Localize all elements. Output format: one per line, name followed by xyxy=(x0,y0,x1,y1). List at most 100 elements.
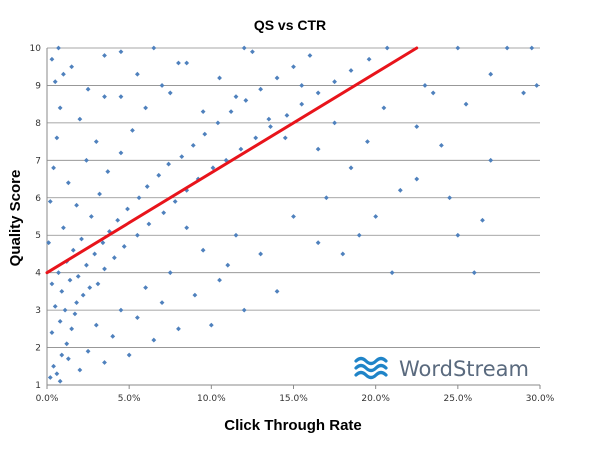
scatter-point xyxy=(274,75,280,81)
scatter-point xyxy=(284,113,290,118)
scatter-point xyxy=(455,232,461,238)
x-tick-label: 15.0% xyxy=(279,394,308,404)
scatter-point xyxy=(529,45,535,51)
scatter-point xyxy=(471,270,477,276)
scatter-point xyxy=(52,303,58,309)
scatter-point xyxy=(59,288,65,294)
scatter-point xyxy=(200,109,206,115)
tick-labels: 1 2 3 4 5 6 7 8 9 10 0.0% 5.0% 10.0% 15.0% 20.0% 25.0% 3… xyxy=(30,44,555,404)
scatter-point xyxy=(77,367,83,373)
scatter-point xyxy=(315,90,321,96)
scatter-point xyxy=(84,262,89,268)
scatter-point xyxy=(332,79,337,85)
scatter-point xyxy=(315,146,321,152)
scatter-point xyxy=(97,191,102,197)
scatter-point xyxy=(291,64,296,70)
scatter-point xyxy=(115,217,121,223)
scatter-point xyxy=(151,45,157,51)
scatter-point xyxy=(215,120,221,126)
scatter-point xyxy=(397,187,403,193)
scatter-point xyxy=(184,225,190,231)
scatter-point xyxy=(223,157,229,163)
scatter-point xyxy=(118,94,124,100)
scatter-point xyxy=(534,83,540,88)
scatter-point xyxy=(381,105,387,111)
scatter-point xyxy=(384,45,390,51)
scatter-point xyxy=(282,135,288,141)
x-tick-label: 25.0% xyxy=(444,394,473,404)
scatter-point xyxy=(143,285,148,291)
scatter-point xyxy=(488,157,494,163)
scatter-point xyxy=(59,352,65,358)
scatter-point xyxy=(47,375,53,380)
x-tick-label: 20.0% xyxy=(361,394,390,404)
scatter-point xyxy=(184,187,190,193)
scatter-point xyxy=(340,251,346,257)
wordstream-logo: WordStream xyxy=(354,356,529,381)
scatter-point xyxy=(200,247,206,253)
scatter-point xyxy=(291,214,296,219)
scatter-point xyxy=(143,105,148,111)
scatter-point xyxy=(118,49,124,55)
scatter-point xyxy=(250,49,255,55)
scatter-point xyxy=(268,124,273,130)
scatter-point xyxy=(80,292,86,298)
scatter-point xyxy=(299,101,305,107)
scatter-point xyxy=(366,56,372,62)
scatter-point xyxy=(184,60,190,66)
scatter-point xyxy=(233,94,239,100)
scatter-point xyxy=(238,146,244,152)
scatter-point xyxy=(88,214,94,219)
scatter-point xyxy=(228,109,234,115)
scatter-point xyxy=(100,240,106,246)
scatter-point xyxy=(57,318,63,324)
scatter-point xyxy=(274,288,280,294)
scatter-point xyxy=(258,251,264,257)
x-tick-label: 30.0% xyxy=(526,394,555,404)
scatter-point xyxy=(126,352,132,358)
scatter-point xyxy=(102,360,107,365)
scatter-point xyxy=(51,363,56,369)
scatter-point xyxy=(253,135,259,141)
scatter-point xyxy=(49,330,55,335)
scatter-point xyxy=(151,337,157,343)
scatter-point xyxy=(134,232,140,238)
scatter-point xyxy=(455,45,461,51)
scatter-point xyxy=(110,333,116,339)
scatter-point xyxy=(49,56,55,62)
scatter-points xyxy=(46,45,540,384)
y-tick-label: 6 xyxy=(35,194,41,204)
scatter-point xyxy=(57,378,63,384)
scatter-point xyxy=(323,195,329,201)
scatter-point xyxy=(299,83,305,88)
scatter-point xyxy=(54,371,60,377)
scatter-point xyxy=(307,53,313,58)
y-tick-label: 10 xyxy=(30,44,42,54)
scatter-point xyxy=(166,161,172,167)
scatter-point xyxy=(79,236,84,242)
scatter-point xyxy=(266,116,272,122)
scatter-point xyxy=(105,169,111,174)
scatter-point xyxy=(430,90,436,96)
scatter-point xyxy=(217,75,222,81)
scatter-point xyxy=(172,199,178,204)
scatter-point xyxy=(49,281,55,287)
scatter-point xyxy=(233,232,239,238)
scatter-point xyxy=(75,274,81,279)
scatter-point xyxy=(51,165,56,171)
scatter-point xyxy=(504,45,510,51)
scatter-point xyxy=(61,225,66,231)
scatter-point xyxy=(414,124,420,130)
scatter-point xyxy=(167,90,173,96)
axes xyxy=(46,48,541,389)
scatter-point xyxy=(447,195,453,201)
scatter-point xyxy=(179,154,185,159)
scatter-point xyxy=(87,285,93,291)
y-tick-label: 1 xyxy=(35,381,41,391)
scatter-point xyxy=(102,266,107,272)
y-tick-label: 2 xyxy=(35,344,41,354)
y-tick-label: 9 xyxy=(35,81,41,91)
scatter-point xyxy=(118,307,124,313)
scatter-point xyxy=(414,176,420,182)
scatter-point xyxy=(85,348,91,354)
